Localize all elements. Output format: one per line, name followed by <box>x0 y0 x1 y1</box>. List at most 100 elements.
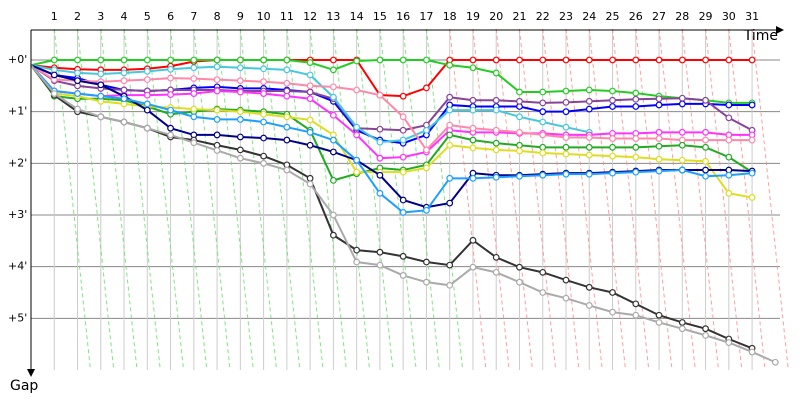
series-point <box>492 139 500 147</box>
x-tick-label: 4 <box>121 10 128 23</box>
series-point <box>306 88 314 96</box>
series-point <box>120 69 128 77</box>
series-point <box>562 56 570 64</box>
x-tick-label: 31 <box>745 10 759 23</box>
series-point <box>585 134 593 141</box>
series-point <box>492 96 500 104</box>
series-point <box>167 74 174 82</box>
series-point <box>748 194 756 201</box>
x-tick-label: 1 <box>51 10 58 23</box>
series-point <box>539 108 547 116</box>
series-point <box>236 154 244 162</box>
series-point <box>702 172 709 180</box>
series-point <box>516 141 523 149</box>
lap-guide <box>449 28 487 371</box>
series-point <box>74 105 81 113</box>
series-point <box>725 171 733 179</box>
series-point <box>492 126 500 134</box>
lap-guide <box>542 28 580 371</box>
series-point <box>516 147 523 155</box>
series-point <box>213 87 221 95</box>
series-point <box>329 148 337 156</box>
x-tick-label: 26 <box>629 10 643 23</box>
x-tick-label: 5 <box>144 10 151 23</box>
series-point <box>609 96 616 104</box>
series-point <box>50 56 58 64</box>
series-line <box>30 64 753 199</box>
series-point <box>236 116 244 123</box>
x-tick-label: 12 <box>303 10 317 23</box>
series-point <box>399 126 407 134</box>
series-point <box>585 302 593 309</box>
series-point <box>725 56 733 64</box>
x-tick-label: 19 <box>466 10 480 23</box>
series-point <box>446 93 454 101</box>
series-point <box>516 56 523 64</box>
series-point <box>236 77 244 85</box>
series-point <box>283 113 291 121</box>
series-point <box>376 91 384 99</box>
series-point <box>492 268 500 276</box>
y-tick-label: +5' <box>8 311 27 324</box>
series-point <box>469 56 477 64</box>
plot <box>30 56 779 366</box>
series-point <box>446 121 454 129</box>
series-point <box>562 276 570 284</box>
series-point <box>120 77 128 85</box>
series-point <box>329 136 337 144</box>
series-point <box>236 56 244 64</box>
series-point <box>609 87 616 95</box>
x-tick-label: 14 <box>350 10 364 23</box>
series-point <box>376 125 384 133</box>
x-tick-label: 13 <box>326 10 340 23</box>
series-point <box>539 118 547 126</box>
series-point <box>399 209 407 216</box>
series-point <box>516 278 523 286</box>
series-point <box>632 89 640 97</box>
x-tick-label: 17 <box>419 10 433 23</box>
series-point <box>190 56 198 64</box>
series-point <box>516 88 523 96</box>
lap-guide <box>193 28 231 371</box>
lap-guide <box>425 28 464 371</box>
series-point <box>167 91 174 99</box>
series-point <box>492 146 500 154</box>
series-point <box>213 116 221 123</box>
lap-guide <box>286 28 324 371</box>
x-tick-label: 10 <box>257 10 271 23</box>
series-point <box>655 56 663 64</box>
series-point <box>539 143 547 151</box>
series-point <box>236 108 244 116</box>
series-point <box>399 153 407 161</box>
series-point <box>655 95 663 103</box>
series-point <box>632 103 640 110</box>
series-point <box>74 69 81 77</box>
series-point <box>329 211 337 219</box>
series-point <box>678 56 686 64</box>
lap-guide <box>495 28 533 371</box>
series-point <box>329 111 337 119</box>
series-point <box>423 126 430 134</box>
series-point <box>283 79 291 87</box>
x-tick-label: 23 <box>559 10 573 23</box>
series-point <box>283 123 291 131</box>
lap-guide <box>472 28 510 371</box>
series-point <box>260 110 268 118</box>
series-point <box>167 131 174 139</box>
series-line <box>30 64 753 214</box>
series-point <box>446 131 454 139</box>
series-point <box>632 56 640 64</box>
series-point <box>702 56 709 64</box>
series-point <box>376 138 384 146</box>
lap-guide <box>332 28 371 371</box>
series-point <box>236 133 244 141</box>
series-point <box>353 131 361 139</box>
series-point <box>539 88 547 96</box>
series-point <box>97 70 105 78</box>
series-point <box>678 100 686 108</box>
series-point <box>725 101 733 109</box>
x-tick-label: 15 <box>373 10 387 23</box>
lap-guide <box>216 28 254 371</box>
series-point <box>585 97 593 105</box>
